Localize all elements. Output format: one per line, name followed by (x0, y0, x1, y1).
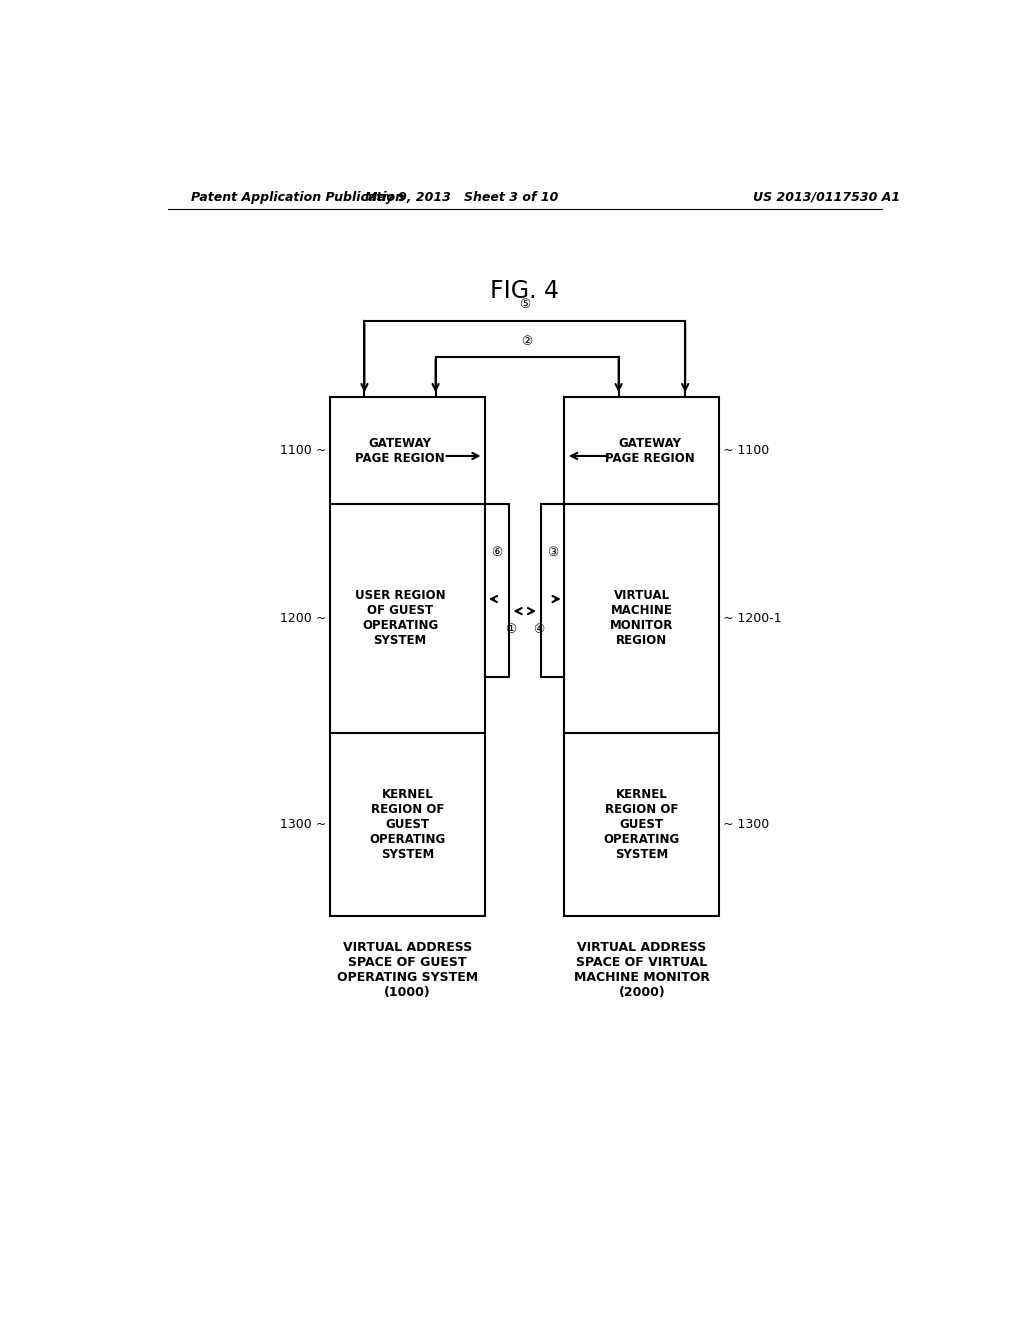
Text: Patent Application Publication: Patent Application Publication (191, 190, 404, 203)
Text: ⑤: ⑤ (519, 298, 530, 312)
Text: 1100 ~: 1100 ~ (281, 444, 327, 457)
Text: ~ 1100: ~ 1100 (723, 444, 769, 457)
Text: ~ 1200-1: ~ 1200-1 (723, 612, 782, 624)
Text: 1200 ~: 1200 ~ (281, 612, 327, 624)
Text: US 2013/0117530 A1: US 2013/0117530 A1 (753, 190, 900, 203)
Text: ~ 1300: ~ 1300 (723, 817, 769, 830)
Bar (564, 397, 719, 916)
Text: GATEWAY
PAGE REGION: GATEWAY PAGE REGION (605, 437, 694, 465)
Text: FIG. 4: FIG. 4 (490, 279, 559, 302)
Text: USER REGION
OF GUEST
OPERATING
SYSTEM: USER REGION OF GUEST OPERATING SYSTEM (354, 589, 445, 647)
Bar (331, 397, 485, 916)
Text: ③: ③ (547, 546, 558, 558)
Text: GATEWAY
PAGE REGION: GATEWAY PAGE REGION (355, 437, 444, 465)
Text: 1300 ~: 1300 ~ (281, 817, 327, 830)
Text: ②: ② (521, 335, 532, 348)
Text: ①: ① (505, 623, 516, 636)
Text: May 9, 2013   Sheet 3 of 10: May 9, 2013 Sheet 3 of 10 (365, 190, 558, 203)
Text: ④: ④ (534, 623, 545, 636)
Bar (485, 504, 509, 677)
Text: KERNEL
REGION OF
GUEST
OPERATING
SYSTEM: KERNEL REGION OF GUEST OPERATING SYSTEM (604, 788, 680, 861)
Text: VIRTUAL ADDRESS
SPACE OF GUEST
OPERATING SYSTEM
(1000): VIRTUAL ADDRESS SPACE OF GUEST OPERATING… (337, 941, 478, 999)
Text: ⑥: ⑥ (492, 546, 503, 558)
Bar (541, 504, 564, 677)
Text: VIRTUAL
MACHINE
MONITOR
REGION: VIRTUAL MACHINE MONITOR REGION (610, 589, 674, 647)
Text: KERNEL
REGION OF
GUEST
OPERATING
SYSTEM: KERNEL REGION OF GUEST OPERATING SYSTEM (370, 788, 445, 861)
Text: VIRTUAL ADDRESS
SPACE OF VIRTUAL
MACHINE MONITOR
(2000): VIRTUAL ADDRESS SPACE OF VIRTUAL MACHINE… (573, 941, 710, 999)
